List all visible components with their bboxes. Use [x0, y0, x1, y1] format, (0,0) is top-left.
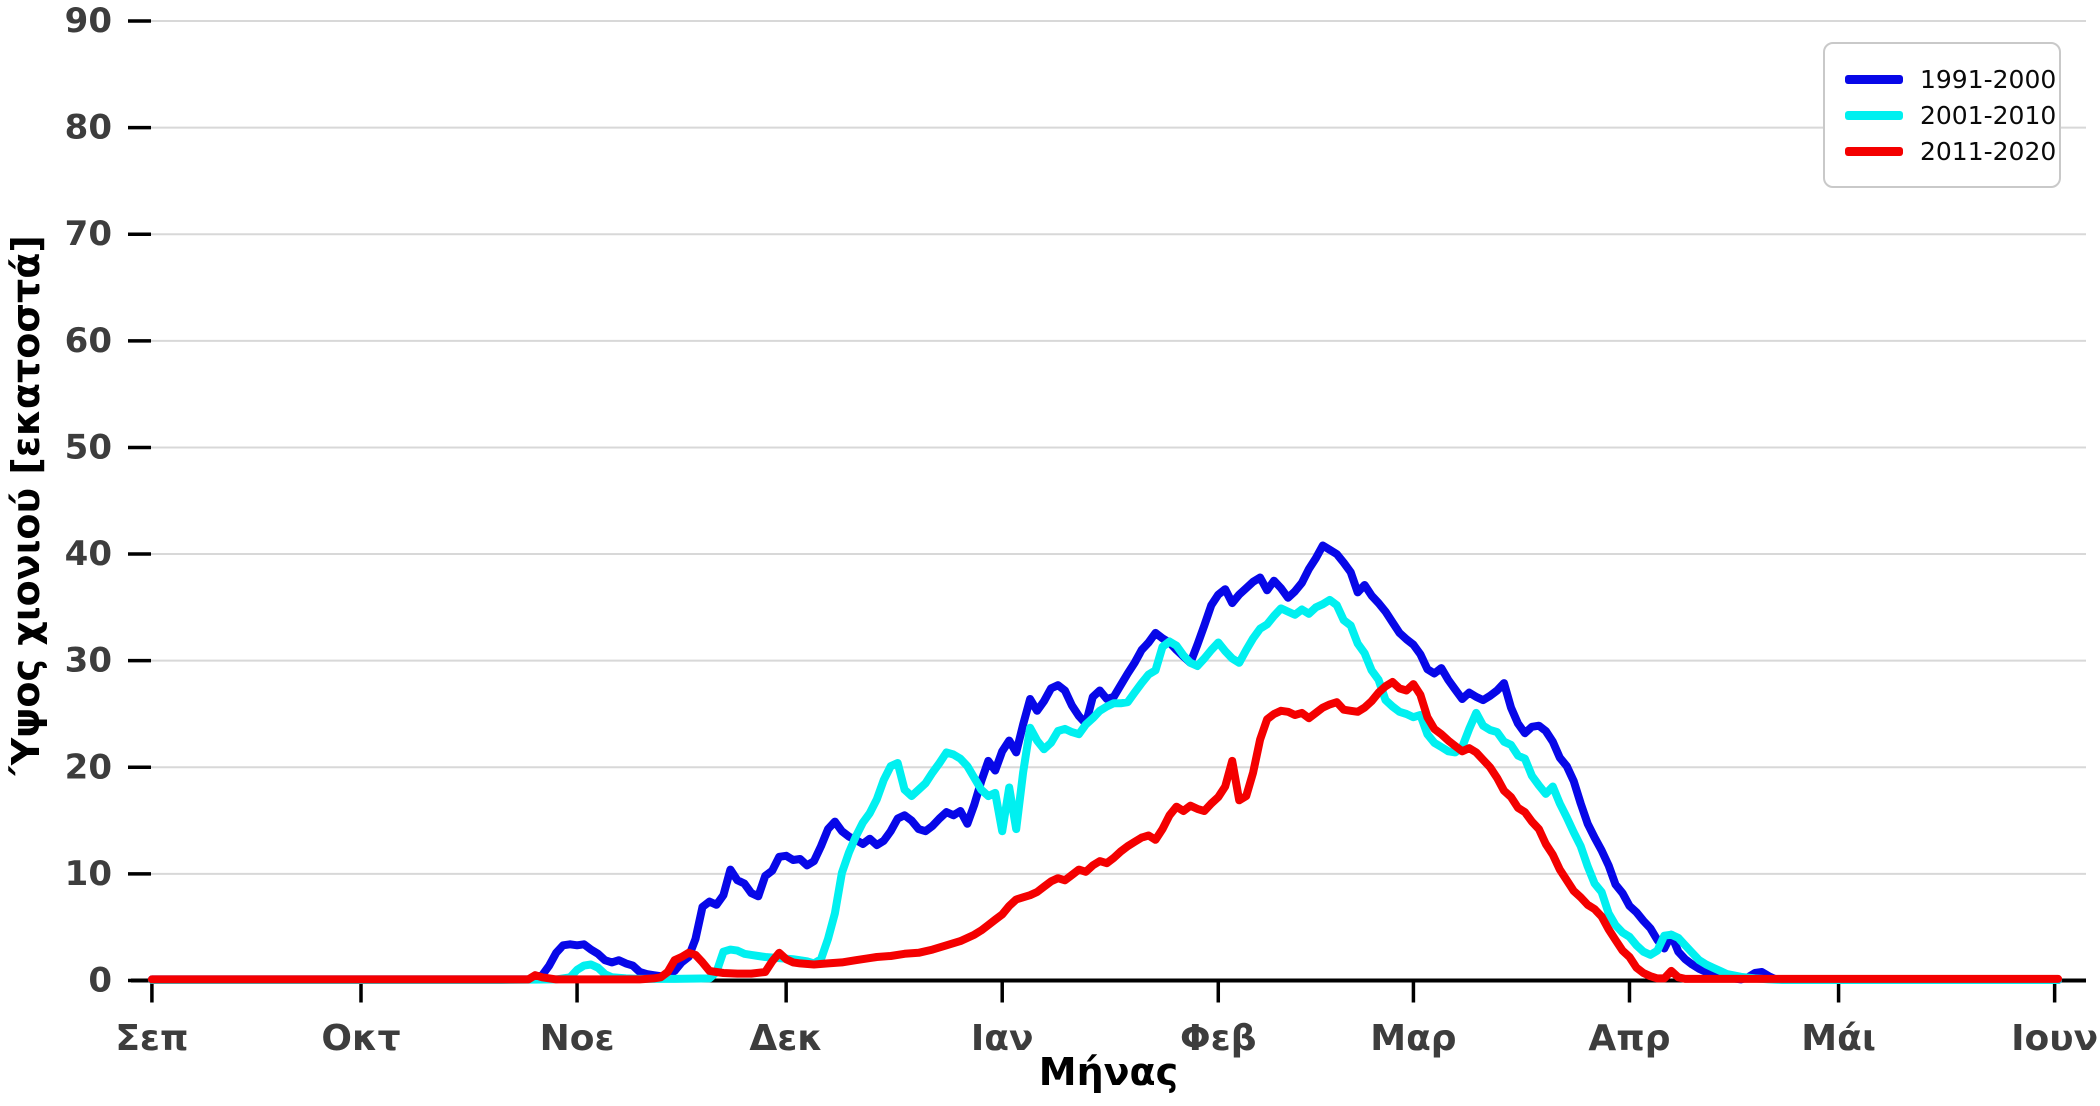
y-tick-label-60: 60 — [65, 321, 112, 361]
legend-label-2011-2020: 2011-2020 — [1920, 136, 2057, 166]
y-tick-label-40: 40 — [65, 534, 112, 574]
x-tick-label-Δεκ: Δεκ — [749, 1018, 822, 1059]
x-tick-label-Μάι: Μάι — [1801, 1018, 1876, 1059]
x-tick-label-Μαρ: Μαρ — [1370, 1018, 1456, 1059]
legend-label-2001-2010: 2001-2010 — [1920, 100, 2057, 130]
y-tick-label-80: 80 — [65, 108, 112, 148]
y-tick-label-70: 70 — [65, 214, 112, 254]
legend-item-2011-2020: 2011-2020 — [1845, 133, 2059, 169]
x-tick-label-Απρ: Απρ — [1588, 1018, 1670, 1059]
series-line-2001-2010 — [147, 595, 2063, 984]
x-tick-label-Ιουν: Ιουν — [2011, 1018, 2098, 1059]
y-axis-title: Ύψος χιονιού [εκατοστά] — [4, 235, 48, 775]
x-tick-label-Νοε: Νοε — [540, 1018, 615, 1059]
x-tick-label-Οκτ: Οκτ — [321, 1018, 400, 1059]
x-tick-label-Σεπ: Σεπ — [115, 1018, 188, 1059]
x-axis-title: Μήνας — [1038, 1050, 1179, 1094]
legend-item-1991-2000: 1991-2000 — [1845, 61, 2059, 97]
y-tick-label-90: 90 — [65, 1, 112, 41]
y-tick-label-50: 50 — [65, 427, 112, 467]
legend: 1991-2000 2001-2010 2011-2020 — [1823, 42, 2061, 188]
legend-label-1991-2000: 1991-2000 — [1920, 64, 2057, 94]
legend-swatch-2011-2020 — [1845, 146, 1903, 156]
y-tick-label-10: 10 — [65, 854, 112, 894]
x-tick-label-Φεβ: Φεβ — [1180, 1018, 1256, 1059]
x-tick-label-Ιαν: Ιαν — [971, 1018, 1034, 1059]
legend-item-2001-2010: 2001-2010 — [1845, 97, 2059, 133]
legend-swatch-1991-2000 — [1845, 74, 1903, 84]
y-tick-label-0: 0 — [88, 961, 112, 1001]
series-line-2011-2020 — [147, 678, 2063, 984]
series-line-1991-2000 — [147, 541, 2063, 984]
legend-swatch-2001-2010 — [1845, 110, 1903, 120]
y-tick-label-20: 20 — [65, 747, 112, 787]
y-tick-label-30: 30 — [65, 641, 112, 681]
